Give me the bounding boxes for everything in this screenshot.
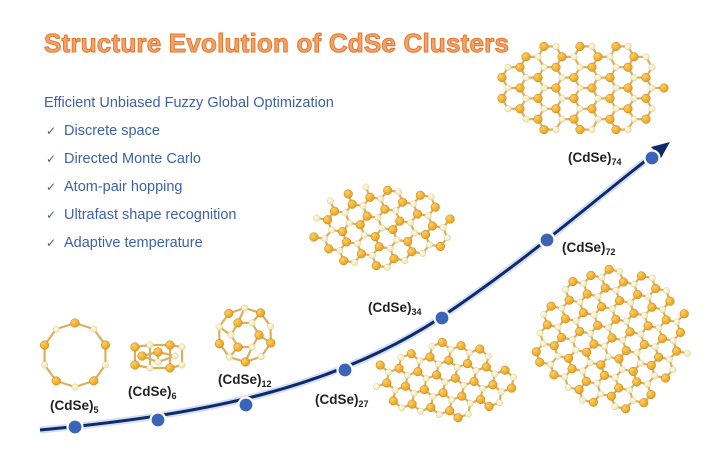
curve-node bbox=[237, 396, 255, 414]
evolution-curve bbox=[39, 146, 663, 432]
cluster-cdse12 bbox=[214, 304, 276, 367]
cluster-cdse5 bbox=[40, 318, 110, 391]
feature-item: ✓ Adaptive temperature bbox=[46, 235, 203, 251]
check-icon: ✓ bbox=[46, 152, 57, 166]
curve-node bbox=[538, 231, 556, 249]
cluster-label: (CdSe)6 bbox=[128, 384, 177, 401]
cluster-label: (CdSe)72 bbox=[562, 240, 616, 257]
check-icon: ✓ bbox=[46, 124, 57, 138]
feature-item: ✓ Directed Monte Carlo bbox=[46, 151, 201, 167]
check-icon: ✓ bbox=[46, 208, 57, 222]
arrow-head-icon bbox=[651, 142, 670, 158]
cluster-label: (CdSe)74 bbox=[568, 150, 622, 167]
curve-node bbox=[66, 418, 84, 436]
cluster-cdse6 bbox=[130, 340, 186, 373]
figure-title: Structure Evolution of CdSe Clusters bbox=[43, 28, 510, 59]
curve-node bbox=[643, 149, 661, 167]
cluster-cdse27 bbox=[373, 337, 517, 423]
cluster-cdse34 bbox=[309, 183, 455, 271]
cluster-label: (CdSe)34 bbox=[368, 300, 422, 317]
feature-item: ✓ Atom-pair hopping bbox=[46, 179, 183, 195]
feature-item: ✓ Ultrafast shape recognition bbox=[46, 207, 237, 223]
curve-node bbox=[149, 411, 167, 429]
subtitle: Efficient Unbiased Fuzzy Global Optimiza… bbox=[44, 95, 334, 111]
check-icon: ✓ bbox=[46, 236, 57, 250]
curve-node bbox=[336, 361, 354, 379]
cluster-label: (CdSe)27 bbox=[315, 392, 369, 409]
cluster-cdse72 bbox=[531, 264, 691, 414]
cluster-cdse74 bbox=[497, 41, 669, 135]
curve-node bbox=[433, 309, 451, 327]
feature-item: ✓ Discrete space bbox=[46, 123, 160, 139]
check-icon: ✓ bbox=[46, 180, 57, 194]
cluster-label: (CdSe)12 bbox=[218, 372, 272, 389]
cluster-label: (CdSe)5 bbox=[50, 398, 99, 415]
